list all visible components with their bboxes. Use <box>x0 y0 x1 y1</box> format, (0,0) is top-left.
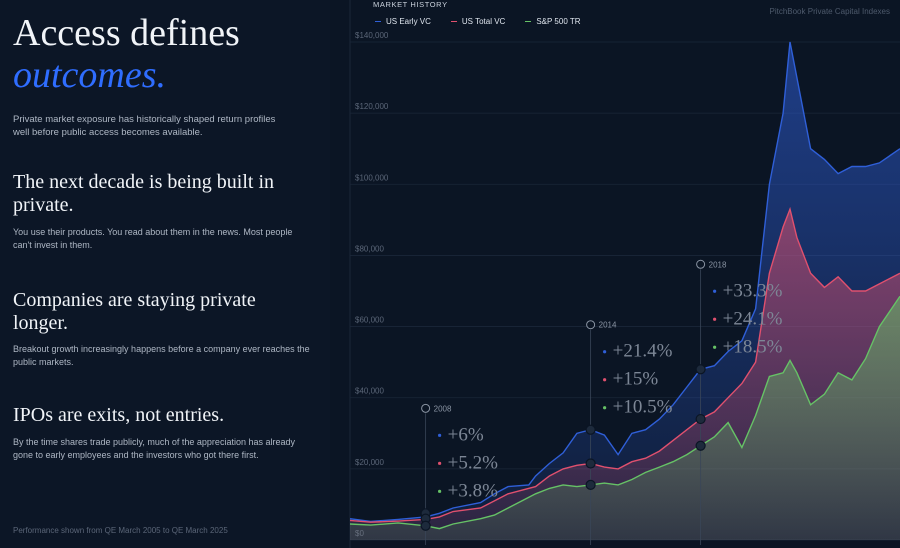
annotation-dot <box>713 289 717 293</box>
annotation-marker <box>585 424 596 435</box>
chart-legend: US Early VC US Total VC S&P 500 TR <box>375 17 581 26</box>
legend-item-early-vc: US Early VC <box>375 17 431 26</box>
annotation-dot <box>438 461 442 465</box>
hero-title-line2: outcomes. <box>13 54 167 96</box>
annotation-value: +3.8% <box>448 480 498 501</box>
line-sp500 <box>349 295 900 530</box>
legend-swatch-sp500 <box>525 20 532 23</box>
source-label: PitchBook Private Capital Indexes <box>769 7 890 16</box>
chart-header: MARKET HISTORY <box>373 0 448 9</box>
annotation-dot <box>603 406 607 410</box>
y-tick-label: $20,000 <box>355 458 384 467</box>
annotation-marker <box>585 458 596 469</box>
line-early_vc <box>349 41 900 523</box>
section-heading-ipos: IPOs are exits, not entries. <box>13 404 225 426</box>
chart-canvas: $0$20,000$40,000$60,000$80,000$100,000$1… <box>349 0 900 548</box>
annotation-dot <box>603 350 607 354</box>
market-history-chart: $0$20,000$40,000$60,000$80,000$100,000$1… <box>330 0 900 548</box>
annotation-marker <box>695 413 706 425</box>
hero-title: Access defines outcomes. <box>13 12 240 96</box>
legend-label-sp500: S&P 500 TR <box>536 17 581 26</box>
legend-label-total-vc: US Total VC <box>461 17 506 26</box>
annotation-marker <box>695 440 706 451</box>
annotation-marker <box>585 479 596 490</box>
legend-item-total-vc: US Total VC <box>450 17 506 26</box>
intro-panel: Access defines outcomes. Private market … <box>0 0 330 548</box>
annotation-cap-2018 <box>696 259 706 269</box>
legend-item-sp500: S&P 500 TR <box>525 17 581 26</box>
section-body-staying-private: Breakout growth increasingly happens bef… <box>13 344 310 367</box>
annotation-year-2018: 2018 <box>709 260 727 269</box>
line-total_vc <box>349 206 900 523</box>
hero-subtitle: Private market exposure has historically… <box>13 114 276 138</box>
annotation-value: +15% <box>613 369 659 390</box>
legend-label-early-vc: US Early VC <box>386 17 431 26</box>
annotation-year-2008: 2008 <box>434 404 452 413</box>
annotation-value: +5.2% <box>448 452 498 473</box>
annotation-dot <box>603 378 607 382</box>
y-tick-label: $120,000 <box>355 102 389 111</box>
annotation-year-2014: 2014 <box>599 321 617 330</box>
section-heading-staying-private: Companies are staying private longer. <box>13 289 256 334</box>
y-tick-label: $140,000 <box>355 31 389 40</box>
area-sp500 <box>350 296 900 540</box>
section-heading-private-build: The next decade is being built in privat… <box>13 171 275 216</box>
annotation-value: +24.1% <box>723 308 783 329</box>
annotation-dot <box>438 433 442 437</box>
section-body-ipos: By the time shares trade publicly, much … <box>13 437 295 460</box>
annotation-value: +33.3% <box>723 280 783 301</box>
annotation-marker <box>695 364 706 375</box>
hero-title-line1: Access defines <box>13 12 240 54</box>
annotation-dot <box>713 345 717 349</box>
annotation-cap-2008 <box>421 403 431 413</box>
legend-swatch-total-vc <box>450 20 457 23</box>
annotation-dot <box>438 489 442 493</box>
annotation-value: +10.5% <box>613 397 673 418</box>
y-tick-label: $100,000 <box>355 173 389 182</box>
legend-swatch-early-vc <box>375 20 381 23</box>
section-body-private-build: You use their products. You read about t… <box>13 227 293 250</box>
y-tick-label: $80,000 <box>355 244 384 253</box>
annotation-value: +6% <box>448 424 484 445</box>
annotation-dot <box>713 317 717 321</box>
annotation-cap-2014 <box>586 320 596 330</box>
y-tick-label: $60,000 <box>355 316 384 325</box>
annotation-value: +18.5% <box>723 336 783 357</box>
annotation-marker <box>420 520 431 531</box>
performance-footnote: Performance shown from QE March 2005 to … <box>13 526 228 535</box>
annotation-value: +21.4% <box>613 341 673 362</box>
y-tick-label: $40,000 <box>355 387 384 396</box>
